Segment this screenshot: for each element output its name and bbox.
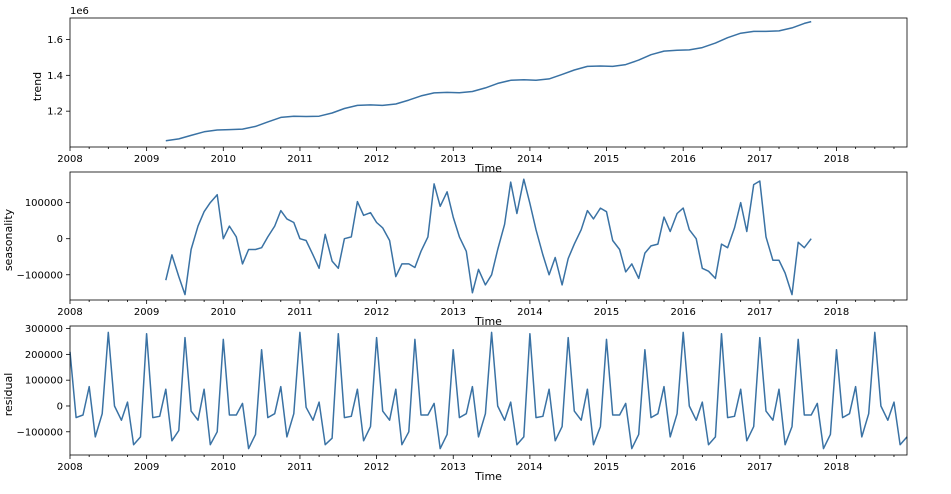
- x-tick-label: 2008: [57, 307, 82, 318]
- residual-series-line: [69, 331, 908, 450]
- y-tick-label: 1.4: [47, 71, 63, 82]
- x-tick-label: 2011: [287, 307, 312, 318]
- x-tick-label: 2012: [364, 154, 389, 165]
- x-tick-label: 2014: [517, 462, 542, 473]
- x-tick-label: 2014: [517, 154, 542, 165]
- x-tick-label: 2013: [441, 154, 466, 165]
- x-tick-label: 2015: [594, 154, 619, 165]
- residual-xlabel: Time: [474, 470, 502, 483]
- x-tick-label: 2010: [211, 462, 236, 473]
- x-tick-label: 2016: [670, 154, 695, 165]
- y-tick-label: 100000: [25, 198, 63, 209]
- y-tick-label: 1.6: [47, 35, 63, 46]
- x-tick-label: 2014: [517, 307, 542, 318]
- residual-ylabel: residual: [2, 373, 15, 417]
- y-tick-label: 1.2: [47, 107, 63, 118]
- x-tick-label: 2009: [134, 154, 159, 165]
- x-tick-label: 2010: [211, 154, 236, 165]
- seasonality-axes-frame: [69, 171, 908, 301]
- seasonality-series-line: [165, 178, 812, 296]
- y-tick-label: 300000: [25, 324, 63, 335]
- x-tick-label: 2013: [441, 462, 466, 473]
- x-tick-label: 2009: [134, 307, 159, 318]
- panel-seasonality: 2008 2009 2010 2011 2012 2013 2014 2015 2016 2017…: [2, 171, 908, 328]
- x-tick-label: 2018: [824, 307, 849, 318]
- x-tick-label: 2016: [670, 462, 695, 473]
- panel-trend: 2008 2009 2010 2011 2012 2013 2014 2015 2016 2017…: [31, 6, 908, 175]
- y-tick-label: 200000: [25, 350, 63, 361]
- x-tick-label: 2010: [211, 307, 236, 318]
- x-tick-label: 2015: [594, 307, 619, 318]
- x-tick-label: 2009: [134, 462, 159, 473]
- x-tick-label: 2008: [57, 154, 82, 165]
- seasonality-ylabel: seasonality: [2, 208, 15, 271]
- seasonality-xlabel: Time: [474, 315, 502, 328]
- x-tick-label: 2011: [287, 462, 312, 473]
- x-tick-label: 2012: [364, 307, 389, 318]
- x-tick-label: 2013: [441, 307, 466, 318]
- y-tick-label: −100000: [16, 270, 63, 281]
- x-tick-label: 2011: [287, 154, 312, 165]
- y-tick-label: −100000: [16, 427, 63, 438]
- trend-ylabel: trend: [31, 72, 44, 101]
- trend-xlabel: Time: [474, 162, 502, 175]
- y-tick-label: 100000: [25, 376, 63, 387]
- x-tick-label: 2017: [747, 154, 772, 165]
- x-tick-label: 2017: [747, 307, 772, 318]
- y-tick-label: 0: [57, 401, 63, 412]
- x-tick-label: 2018: [824, 154, 849, 165]
- x-tick-label: 2012: [364, 462, 389, 473]
- trend-series-line: [165, 20, 812, 142]
- x-tick-label: 2016: [670, 307, 695, 318]
- x-tick-label: 2015: [594, 462, 619, 473]
- panel-residual: 2008 2009 2010 2011 2012 2013 2014 2015 2016 2017…: [2, 324, 908, 483]
- trend-axes-frame: [69, 17, 908, 148]
- y-tick-label: 0: [57, 234, 63, 245]
- x-tick-label: 2017: [747, 462, 772, 473]
- x-tick-label: 2018: [824, 462, 849, 473]
- y-offset-text: 1e6: [70, 6, 89, 17]
- residual-axes-frame: [69, 325, 908, 456]
- x-tick-label: 2008: [57, 462, 82, 473]
